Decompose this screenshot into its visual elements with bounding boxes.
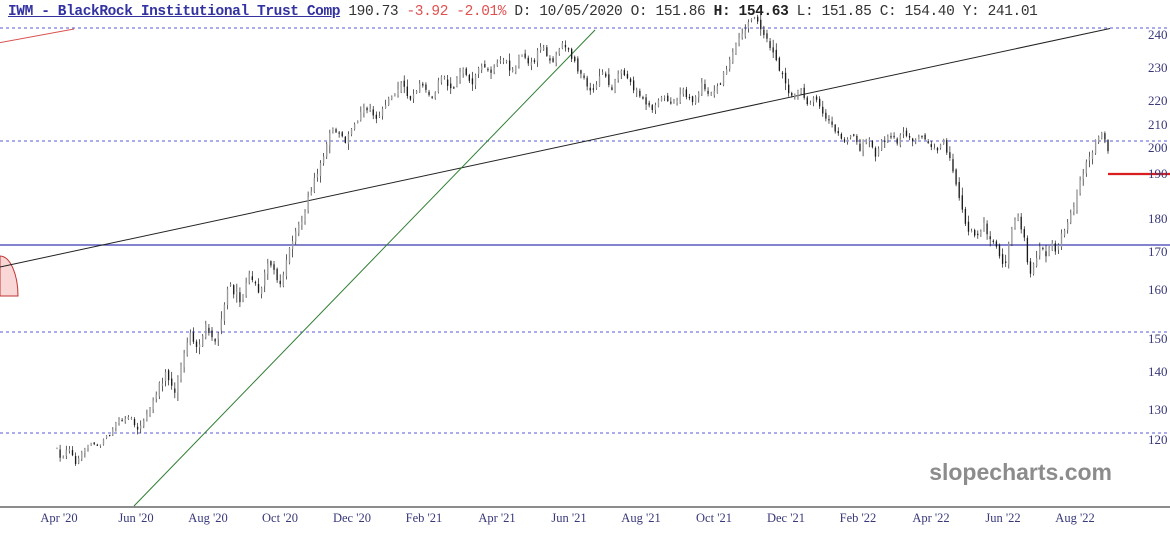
svg-text:120: 120 — [1148, 432, 1168, 447]
svg-text:240: 240 — [1148, 27, 1168, 42]
svg-text:230: 230 — [1148, 60, 1168, 75]
svg-text:slopecharts.com: slopecharts.com — [929, 459, 1112, 485]
svg-text:Jun '20: Jun '20 — [118, 511, 153, 525]
svg-text:190: 190 — [1148, 166, 1168, 181]
svg-text:Jun '21: Jun '21 — [551, 511, 586, 525]
svg-text:Feb '22: Feb '22 — [840, 511, 877, 525]
svg-text:140: 140 — [1148, 364, 1168, 379]
svg-text:Aug '20: Aug '20 — [188, 511, 227, 525]
svg-text:170: 170 — [1148, 244, 1168, 259]
svg-text:Oct '21: Oct '21 — [696, 511, 732, 525]
svg-text:150: 150 — [1148, 331, 1168, 346]
svg-text:130: 130 — [1148, 402, 1168, 417]
svg-text:Jun '22: Jun '22 — [985, 511, 1020, 525]
svg-text:220: 220 — [1148, 93, 1168, 108]
svg-text:Feb '21: Feb '21 — [406, 511, 443, 525]
svg-text:210: 210 — [1148, 117, 1168, 132]
svg-text:Apr '22: Apr '22 — [912, 511, 949, 525]
svg-text:Dec '20: Dec '20 — [333, 511, 371, 525]
svg-text:Oct '20: Oct '20 — [262, 511, 298, 525]
svg-text:200: 200 — [1148, 140, 1168, 155]
svg-text:160: 160 — [1148, 282, 1168, 297]
svg-text:Apr '20: Apr '20 — [40, 511, 77, 525]
svg-text:Dec '21: Dec '21 — [767, 511, 805, 525]
svg-text:Aug '21: Aug '21 — [621, 511, 660, 525]
svg-text:Apr '21: Apr '21 — [478, 511, 515, 525]
svg-text:Aug '22: Aug '22 — [1055, 511, 1094, 525]
svg-text:180: 180 — [1148, 211, 1168, 226]
